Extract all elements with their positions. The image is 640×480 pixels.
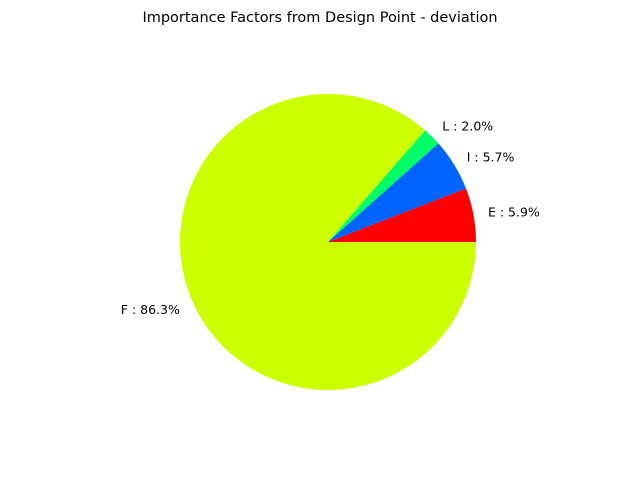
pie-slice-i	[328, 143, 466, 242]
pie-slice-l	[328, 130, 439, 242]
pie-label-i: I : 5.7%	[467, 149, 515, 164]
pie-slices	[180, 94, 477, 391]
pie-label-l: L : 2.0%	[442, 119, 493, 134]
pie-label-f: F : 86.3%	[121, 302, 180, 317]
pie-labels: E : 5.9% I : 5.7% L : 2.0% F : 86.3%	[121, 119, 540, 317]
chart-title: Importance Factors from Design Point - d…	[142, 10, 497, 26]
pie-slice-f	[180, 94, 477, 391]
pie-slice-e	[328, 188, 477, 242]
pie-label-e: E : 5.9%	[488, 204, 540, 219]
